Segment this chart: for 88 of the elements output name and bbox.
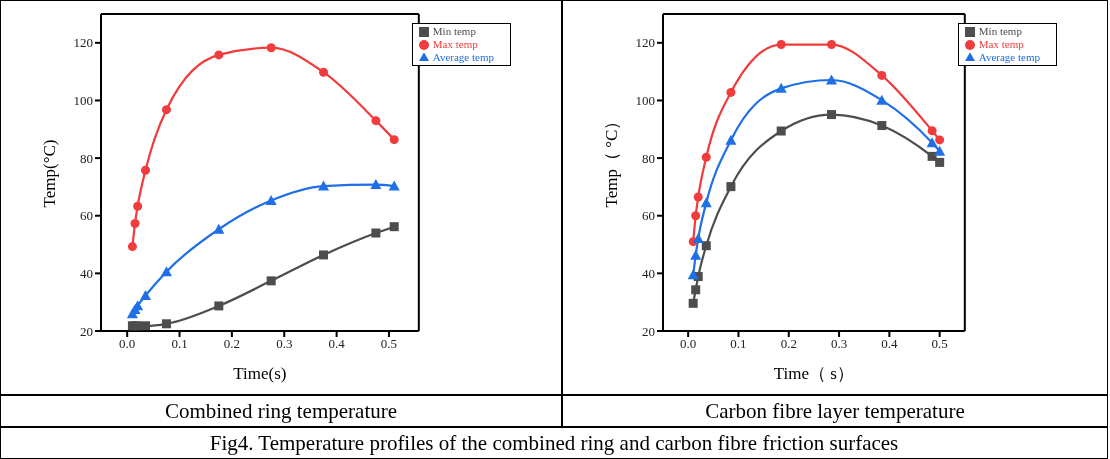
y-tick-label: 60: [642, 208, 655, 224]
legend-label: Min temp: [978, 25, 1022, 37]
y-axis-title: Temp（ °C）: [602, 112, 622, 208]
point: [370, 179, 382, 190]
point: [691, 285, 701, 295]
point: [827, 110, 837, 120]
text: Combined ring temperature: [0, 395, 562, 427]
y-tick-label: 120: [73, 35, 93, 51]
legend-label: Max temp: [432, 38, 478, 50]
x-tick-label: 0.4: [881, 336, 898, 352]
point: [161, 319, 171, 329]
point: [935, 157, 945, 167]
point: [160, 266, 172, 277]
point: [726, 182, 736, 192]
point: [876, 94, 888, 105]
y-tick-label: 60: [80, 208, 93, 224]
y-tick-label: 100: [635, 93, 655, 109]
point: [687, 269, 699, 280]
legend-label: Max temp: [978, 38, 1024, 50]
x-tick-label: 0.0: [680, 336, 697, 352]
point: [140, 290, 151, 301]
point: [213, 223, 225, 234]
point: [388, 180, 400, 191]
point: [141, 321, 150, 331]
point: [701, 241, 711, 251]
caption: Fig4. Temperature profiles of the combined ring and carbon fibre friction surfaces: [0, 427, 1108, 459]
x-tick-label: 0.1: [171, 336, 188, 352]
point: [318, 180, 330, 191]
point: [701, 152, 711, 162]
point: [776, 126, 786, 136]
point: [725, 134, 737, 145]
point: [688, 298, 698, 308]
y-tick-label: 20: [642, 323, 655, 339]
point: [877, 70, 887, 80]
x-axis-title: Time（ s）: [773, 364, 854, 383]
point: [214, 301, 224, 311]
x-axis-title: Time(s): [233, 364, 287, 383]
x-tick-label: 0.4: [328, 336, 346, 352]
point: [934, 145, 946, 156]
x-tick-label: 0.1: [730, 336, 747, 352]
x-tick-label: 0.2: [780, 336, 797, 352]
y-tick-label: 80: [80, 150, 93, 166]
legend-label: Min temp: [432, 25, 476, 37]
point: [214, 50, 224, 60]
point: [692, 232, 704, 243]
point: [726, 87, 736, 97]
point: [389, 222, 399, 232]
point: [371, 228, 381, 238]
legend-label: Average temp: [432, 51, 494, 63]
point: [161, 105, 171, 115]
point: [371, 116, 381, 126]
point: [130, 219, 140, 229]
point: [826, 74, 838, 85]
x-tick-label: 0.5: [931, 336, 948, 352]
legend-label: Average temp: [978, 51, 1040, 63]
y-tick-label: 80: [642, 150, 655, 166]
point: [775, 82, 787, 93]
y-tick-label: 20: [80, 323, 93, 339]
point: [926, 137, 938, 148]
point: [127, 242, 137, 252]
point: [927, 126, 937, 136]
point: [827, 40, 837, 50]
x-tick-label: 0.0: [119, 336, 136, 352]
point: [700, 197, 712, 208]
y-tick-label: 100: [73, 93, 93, 109]
y-tick-label: 40: [80, 265, 93, 281]
point: [877, 121, 887, 131]
point: [141, 165, 150, 175]
point: [693, 192, 703, 202]
point: [319, 67, 329, 77]
point: [690, 249, 702, 260]
point: [935, 135, 945, 145]
x-tick-label: 0.2: [223, 336, 241, 352]
point: [319, 250, 329, 260]
y-tick-label: 120: [635, 35, 655, 51]
point: [776, 40, 786, 50]
point: [389, 135, 399, 145]
point: [691, 211, 701, 221]
x-tick-label: 0.5: [380, 336, 398, 352]
point: [133, 201, 143, 211]
point: [265, 194, 277, 205]
y-axis-title: Temp(°C): [40, 139, 60, 208]
point: [266, 276, 276, 286]
x-tick-label: 0.3: [276, 336, 293, 352]
point: [266, 43, 276, 53]
x-tick-label: 0.3: [830, 336, 848, 352]
y-tick-label: 40: [642, 265, 655, 281]
text: Carbon fibre layer temperature: [562, 395, 1108, 427]
